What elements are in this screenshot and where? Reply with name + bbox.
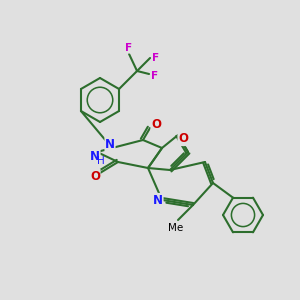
Text: F: F <box>125 43 133 53</box>
Text: N: N <box>90 149 100 163</box>
Text: N: N <box>153 194 163 206</box>
Text: H: H <box>97 156 105 166</box>
Text: O: O <box>178 133 188 146</box>
Text: Me: Me <box>168 223 184 233</box>
Text: O: O <box>151 118 161 131</box>
Text: O: O <box>90 169 100 182</box>
Text: F: F <box>152 71 159 81</box>
Text: F: F <box>152 53 160 63</box>
Text: N: N <box>105 137 115 151</box>
